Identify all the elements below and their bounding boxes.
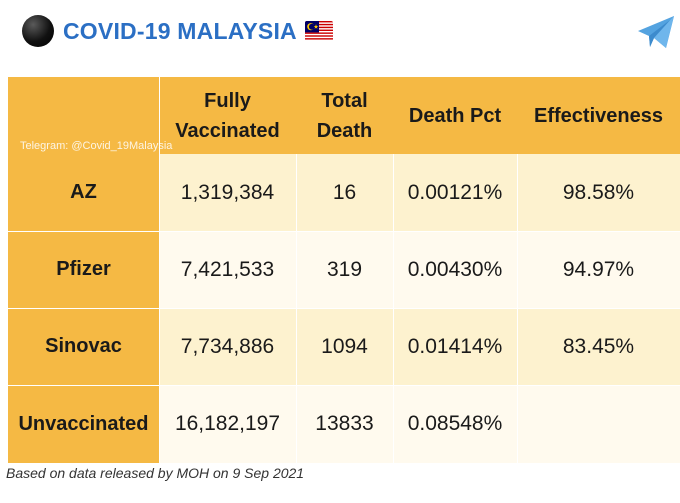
row-label-az: AZ — [8, 154, 159, 231]
cell-death-pct: 0.08548% — [393, 385, 517, 463]
grid-line — [159, 77, 160, 463]
cell-fully-vaccinated: 1,319,384 — [159, 154, 296, 231]
cell-death-pct: 0.00121% — [393, 154, 517, 231]
cell-total-death: 1094 — [296, 308, 393, 385]
header-total-death-line1: Total — [321, 89, 368, 112]
vaccine-table: Fully Vaccinated Total Death Death Pct E… — [8, 77, 680, 463]
malaysia-flag-icon — [305, 21, 333, 41]
channel-header: COVID-19 MALAYSIA — [0, 0, 680, 62]
cell-fully-vaccinated: 7,734,886 — [159, 308, 296, 385]
header-effectiveness: Effectiveness — [517, 77, 680, 154]
cell-total-death: 16 — [296, 154, 393, 231]
grid-line — [8, 308, 680, 309]
table-header-blank — [8, 77, 159, 154]
telegram-watermark: Telegram: @Covid_19Malaysia — [20, 140, 173, 152]
row-label-pfizer: Pfizer — [8, 231, 159, 308]
cell-death-pct: 0.01414% — [393, 308, 517, 385]
cell-total-death: 319 — [296, 231, 393, 308]
source-note: Based on data released by MOH on 9 Sep 2… — [6, 465, 305, 481]
black-circle-icon — [22, 15, 54, 47]
grid-line — [8, 385, 680, 386]
header-death-pct: Death Pct — [393, 77, 517, 154]
header-total-death: Total Death — [296, 77, 393, 154]
cell-total-death: 13833 — [296, 385, 393, 463]
grid-line — [8, 231, 680, 232]
row-label-unvaccinated: Unvaccinated — [8, 385, 159, 463]
cell-death-pct: 0.00430% — [393, 231, 517, 308]
cell-effectiveness: 83.45% — [517, 308, 680, 385]
row-label-sinovac: Sinovac — [8, 308, 159, 385]
cell-effectiveness — [517, 385, 680, 463]
header-fully-vaccinated-line2: Vaccinated — [175, 119, 280, 142]
header-total-death-line2: Death — [316, 119, 373, 142]
cell-effectiveness: 98.58% — [517, 154, 680, 231]
cell-effectiveness: 94.97% — [517, 231, 680, 308]
header-fully-vaccinated: Fully Vaccinated — [159, 77, 296, 154]
cell-fully-vaccinated: 7,421,533 — [159, 231, 296, 308]
cell-fully-vaccinated: 16,182,197 — [159, 385, 296, 463]
header-fully-vaccinated-line1: Fully — [204, 89, 251, 112]
telegram-send-icon[interactable] — [636, 14, 676, 50]
channel-title[interactable]: COVID-19 MALAYSIA — [63, 18, 297, 44]
